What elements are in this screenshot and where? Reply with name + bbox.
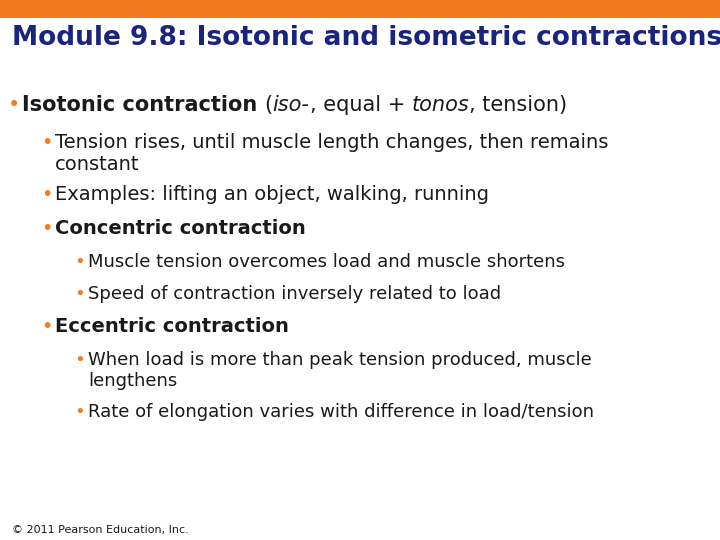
Text: (: (: [264, 95, 273, 115]
Text: tonos: tonos: [412, 95, 469, 115]
Text: Isotonic contraction: Isotonic contraction: [22, 95, 264, 115]
Text: •: •: [8, 95, 20, 115]
Text: iso-: iso-: [273, 95, 310, 115]
Text: •: •: [74, 285, 85, 303]
Text: Module 9.8: Isotonic and isometric contractions: Module 9.8: Isotonic and isometric contr…: [12, 25, 720, 51]
Text: Rate of elongation varies with difference in load/tension: Rate of elongation varies with differenc…: [88, 403, 594, 421]
Text: •: •: [41, 185, 53, 204]
Text: •: •: [41, 219, 53, 238]
Text: , equal +: , equal +: [310, 95, 412, 115]
Text: Tension rises, until muscle length changes, then remains
constant: Tension rises, until muscle length chang…: [55, 133, 608, 174]
Text: •: •: [74, 403, 85, 421]
Text: •: •: [41, 317, 53, 336]
Bar: [0, 0, 720, 18]
Text: Eccentric contraction: Eccentric contraction: [55, 317, 289, 336]
Text: Muscle tension overcomes load and muscle shortens: Muscle tension overcomes load and muscle…: [88, 253, 565, 271]
Text: , tension): , tension): [469, 95, 567, 115]
Text: Examples: lifting an object, walking, running: Examples: lifting an object, walking, ru…: [55, 185, 489, 204]
Text: Concentric contraction: Concentric contraction: [55, 219, 306, 238]
Text: •: •: [41, 133, 53, 152]
Text: •: •: [74, 351, 85, 369]
Text: Speed of contraction inversely related to load: Speed of contraction inversely related t…: [88, 285, 501, 303]
Text: © 2011 Pearson Education, Inc.: © 2011 Pearson Education, Inc.: [12, 525, 189, 535]
Text: •: •: [74, 253, 85, 271]
Text: When load is more than peak tension produced, muscle
lengthens: When load is more than peak tension prod…: [88, 351, 592, 390]
